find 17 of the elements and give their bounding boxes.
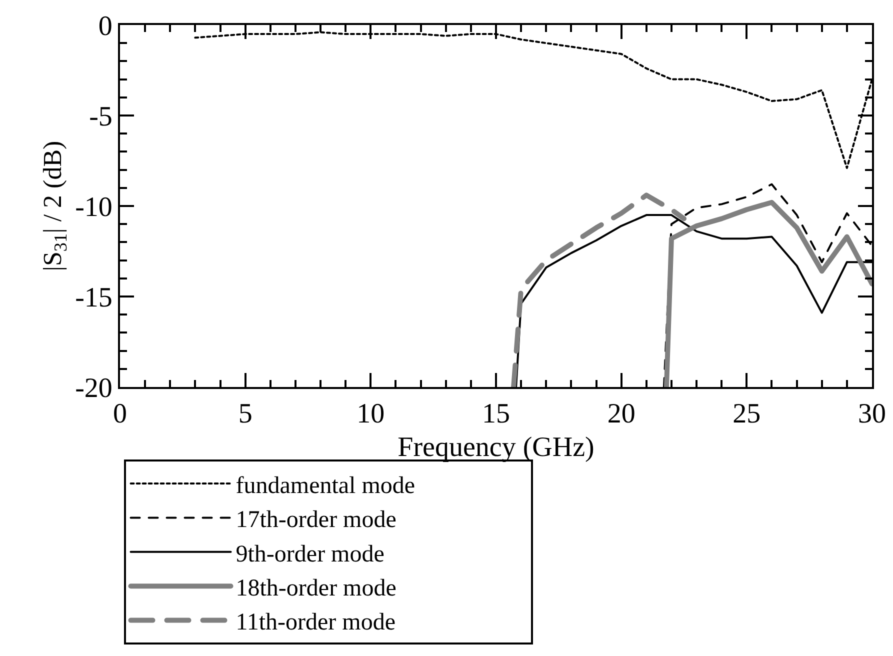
legend-label: 17th-order mode bbox=[236, 507, 396, 534]
y-tick-label: 0 bbox=[98, 10, 112, 42]
x-tick-label: 5 bbox=[238, 398, 252, 430]
x-tick-label: 10 bbox=[356, 398, 385, 430]
x-tick-label: 25 bbox=[732, 398, 761, 430]
x-axis-title: Frequency (GHz) bbox=[398, 432, 594, 464]
legend-label: 9th-order mode bbox=[236, 541, 384, 568]
x-tick-label: 20 bbox=[607, 398, 636, 430]
y-tick-label: -20 bbox=[75, 372, 112, 404]
legend-label: 18th-order mode bbox=[236, 575, 396, 602]
legend-label: 11th-order mode bbox=[236, 610, 396, 636]
y-tick-label: -15 bbox=[75, 282, 112, 314]
y-tick-label: -5 bbox=[89, 101, 112, 132]
legend-label: fundamental mode bbox=[236, 472, 416, 499]
y-tick-label: -10 bbox=[75, 192, 112, 223]
x-tick-label: 30 bbox=[858, 398, 886, 430]
x-tick-label: 15 bbox=[482, 398, 510, 430]
